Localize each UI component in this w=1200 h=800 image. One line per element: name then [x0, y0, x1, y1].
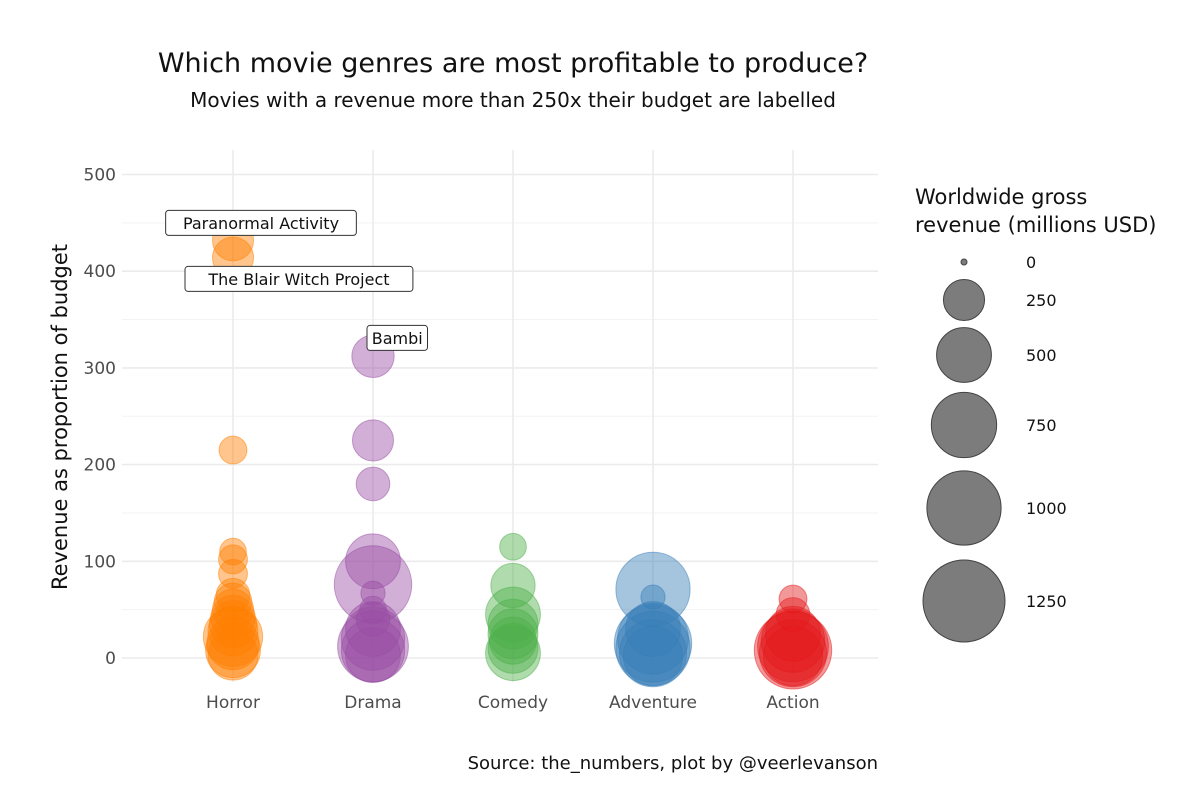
- legend-size-circle: [922, 559, 1006, 643]
- bubble-action: [762, 625, 824, 687]
- annotation-box: [366, 324, 428, 351]
- annotation-label: Paranormal Activity: [183, 214, 339, 233]
- annotation-box: [184, 265, 414, 292]
- y-axis-label: Revenue as proportion of budget: [48, 244, 72, 590]
- annotation-layer: Paranormal Activity The Blair Witch Proje…: [165, 209, 428, 351]
- x-tick-label: Drama: [344, 693, 401, 713]
- chart-subtitle: Movies with a revenue more than 250x the…: [190, 88, 836, 112]
- bubble-adventure: [617, 602, 689, 675]
- y-tick-label: 500: [84, 166, 116, 186]
- bubble-drama: [351, 419, 395, 462]
- y-axis-ticks: 0 100 200 300 400 500: [84, 166, 116, 670]
- legend-size-circle: [960, 258, 968, 266]
- bubble-horror: [210, 594, 256, 641]
- bubble-adventure: [618, 619, 688, 688]
- y-tick-label: 200: [84, 456, 116, 476]
- bubble-comedy: [485, 586, 541, 643]
- x-tick-label: Horror: [206, 693, 260, 713]
- bubble-adventure: [640, 584, 666, 610]
- bubble-drama: [355, 466, 391, 502]
- legend-size-circle: [936, 327, 992, 383]
- annotation-label: The Blair Witch Project: [207, 270, 389, 289]
- bubble-comedy: [488, 616, 538, 665]
- legend-title-line2: revenue (millions USD): [915, 213, 1156, 237]
- bubble-drama: [345, 601, 401, 657]
- bubble-comedy: [485, 625, 541, 682]
- bubble-horror: [218, 435, 248, 465]
- bubble-adventure: [613, 604, 693, 683]
- bubble-drama: [345, 627, 401, 683]
- legend-size-circle: [926, 470, 1002, 546]
- bubble-drama: [360, 580, 386, 606]
- bubble-horror: [211, 588, 255, 631]
- bubble-horror: [205, 622, 261, 679]
- bubble-drama: [340, 618, 406, 683]
- bubble-horror: [218, 558, 248, 589]
- bubble-comedy: [499, 532, 527, 561]
- legend-size-label: 0: [1026, 253, 1036, 272]
- annotation-label: Bambi: [372, 329, 423, 348]
- annotation-box: [165, 209, 357, 236]
- legend-size-label: 500: [1026, 346, 1057, 365]
- x-axis-ticks: Horror Drama Comedy Adventure Action: [206, 693, 820, 713]
- bubble-comedy: [487, 608, 539, 660]
- bubble-horror: [219, 537, 247, 566]
- bubble-action: [778, 584, 808, 614]
- y-tick-label: 100: [84, 552, 116, 572]
- y-tick-label: 0: [105, 649, 116, 669]
- x-tick-label: Adventure: [609, 693, 697, 713]
- bubble-action: [775, 597, 811, 632]
- bubble-horror: [213, 582, 253, 622]
- legend-size-label: 1000: [1026, 499, 1067, 518]
- plot-grid: [122, 150, 878, 682]
- bubble-action: [765, 605, 821, 662]
- bubble-horror: [206, 616, 260, 671]
- x-tick-label: Comedy: [478, 693, 548, 713]
- bubble-action: [758, 619, 828, 688]
- legend-size-label: 750: [1026, 416, 1057, 435]
- legend-size-circle: [930, 391, 998, 459]
- x-tick-label: Action: [766, 693, 819, 713]
- bubble-drama: [355, 602, 391, 637]
- chart-caption: Source: the_numbers, plot by @veerlevans…: [468, 753, 878, 774]
- bubble-drama: [345, 533, 401, 590]
- size-legend: 0 250 500 750 1000 1250: [922, 253, 1067, 643]
- bubble-comedy: [490, 562, 536, 609]
- bubble-horror: [207, 605, 259, 657]
- legend-size-label: 1250: [1026, 592, 1067, 611]
- y-tick-label: 300: [84, 359, 116, 379]
- bubble-action: [757, 610, 829, 683]
- legend-title-line1: Worldwide gross: [915, 185, 1087, 209]
- legend-size-circle: [942, 278, 986, 322]
- legend-size-label: 250: [1026, 291, 1057, 310]
- bubble-horror: [215, 577, 251, 613]
- bubble-action: [753, 611, 833, 690]
- chart-title: Which movie genres are most profitable t…: [158, 48, 868, 79]
- bubble-adventure: [625, 601, 681, 657]
- bubble-layer: [202, 219, 833, 690]
- y-tick-label: 400: [84, 262, 116, 282]
